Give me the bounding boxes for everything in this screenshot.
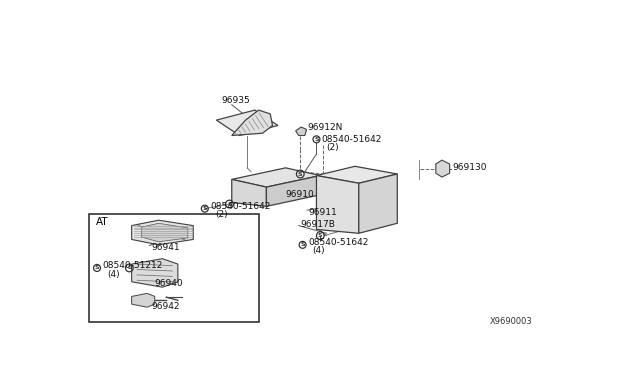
Text: (2): (2): [216, 210, 228, 219]
Polygon shape: [216, 110, 278, 135]
Polygon shape: [132, 294, 155, 307]
Polygon shape: [266, 176, 320, 206]
Text: 08540-51642: 08540-51642: [322, 135, 382, 144]
Text: 96910: 96910: [285, 190, 314, 199]
Polygon shape: [436, 160, 450, 177]
Text: (4): (4): [312, 246, 325, 255]
Bar: [90, 214, 259, 322]
Text: 96935: 96935: [221, 96, 250, 105]
Text: 96912N: 96912N: [307, 122, 342, 132]
Text: S: S: [127, 266, 132, 270]
Text: AT: AT: [95, 217, 108, 227]
Polygon shape: [316, 166, 397, 183]
Polygon shape: [359, 174, 397, 233]
Text: 969130: 969130: [452, 163, 487, 172]
Text: 08540-51212: 08540-51212: [102, 261, 163, 270]
Text: S: S: [202, 206, 207, 211]
Polygon shape: [296, 127, 307, 135]
Text: 96911: 96911: [308, 208, 337, 217]
Polygon shape: [232, 110, 273, 135]
Text: 96940: 96940: [155, 279, 184, 288]
Text: S: S: [298, 171, 303, 176]
Text: (2): (2): [326, 142, 339, 151]
Polygon shape: [316, 176, 359, 233]
Text: S: S: [227, 202, 232, 206]
Text: S: S: [314, 137, 319, 142]
Text: 08540-51642: 08540-51642: [210, 202, 271, 211]
Text: X9690003: X9690003: [490, 317, 532, 326]
Polygon shape: [132, 220, 193, 245]
Text: S: S: [95, 266, 99, 270]
Polygon shape: [132, 259, 178, 287]
Text: 96942: 96942: [151, 302, 179, 311]
Text: 96917B: 96917B: [300, 219, 335, 228]
Text: 96941: 96941: [151, 243, 180, 253]
Polygon shape: [232, 168, 320, 187]
Text: S: S: [318, 233, 323, 238]
Polygon shape: [141, 223, 188, 242]
Text: 08540-51642: 08540-51642: [308, 238, 369, 247]
Text: (4): (4): [107, 270, 120, 279]
Polygon shape: [232, 179, 266, 206]
Text: S: S: [300, 242, 305, 247]
